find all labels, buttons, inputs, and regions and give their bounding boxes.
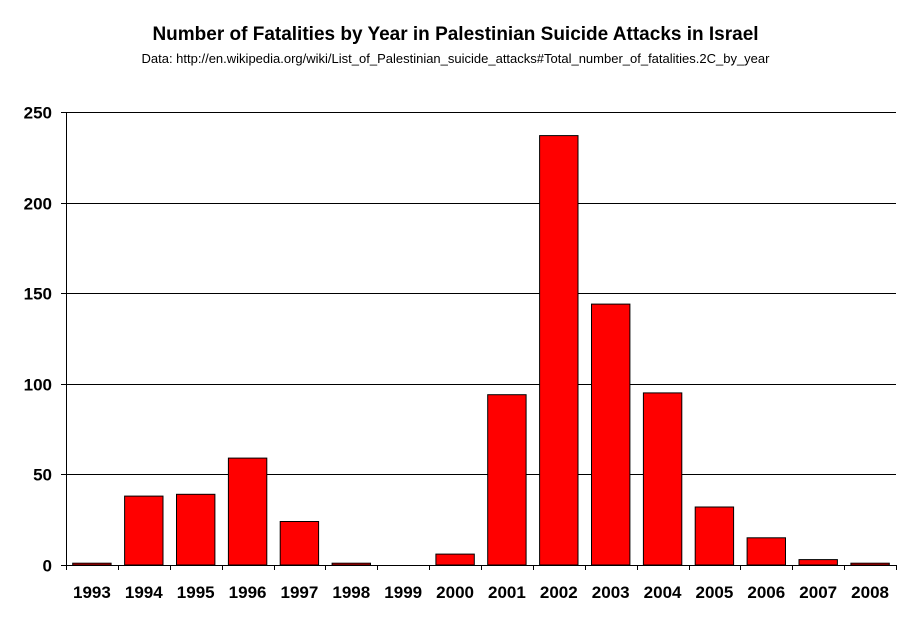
bar-2008 <box>850 562 890 566</box>
x-tick-label: 2005 <box>695 583 733 602</box>
x-tick-label: 1994 <box>125 583 163 602</box>
gridlines <box>66 112 896 475</box>
bar-1996 <box>227 457 268 566</box>
bar-2000 <box>435 553 475 566</box>
bar-2004 <box>642 392 683 566</box>
bar-2001 <box>487 394 527 566</box>
bar-1994 <box>124 495 164 566</box>
bar-1998 <box>331 562 372 566</box>
x-tick-label: 1998 <box>332 583 370 602</box>
x-tick-label: 2008 <box>851 583 889 602</box>
bars <box>72 135 890 566</box>
bar-2006 <box>746 537 786 566</box>
chart-subtitle: Data: http://en.wikipedia.org/wiki/List_… <box>141 51 770 66</box>
x-tick-label: 1993 <box>73 583 111 602</box>
tick-labels: 0 50 100 150 200 250 1993 1994 1995 1996 1997 1998 1… <box>24 104 889 603</box>
bar-2003 <box>591 303 631 566</box>
chart-title: Number of Fatalities by Year in Palestin… <box>152 24 759 45</box>
bar-1997 <box>279 521 320 566</box>
x-tick-label: 1997 <box>280 583 318 602</box>
x-tick-label: 1999 <box>384 583 422 602</box>
y-tick-label: 50 <box>33 466 52 485</box>
x-tick-label: 2004 <box>644 583 682 602</box>
y-tick-label: 100 <box>24 376 52 395</box>
y-tick-label: 250 <box>24 104 52 123</box>
y-tick-label: 200 <box>24 195 52 214</box>
bar-2007 <box>798 559 838 566</box>
bar-2002 <box>539 135 579 566</box>
bar-1993 <box>72 562 112 566</box>
axes <box>61 112 897 570</box>
x-tick-label: 2001 <box>488 583 526 602</box>
x-tick-label: 2000 <box>436 583 474 602</box>
x-tick-label: 1995 <box>177 583 215 602</box>
x-tick-label: 2006 <box>747 583 785 602</box>
bar-1995 <box>176 493 216 566</box>
bar-2005 <box>694 506 735 566</box>
y-tick-label: 150 <box>24 285 52 304</box>
x-tick-label: 2007 <box>799 583 837 602</box>
x-tick-label: 1996 <box>229 583 267 602</box>
y-tick-label: 0 <box>43 557 52 576</box>
x-tick-label: 2003 <box>592 583 630 602</box>
x-tick-label: 2002 <box>540 583 578 602</box>
